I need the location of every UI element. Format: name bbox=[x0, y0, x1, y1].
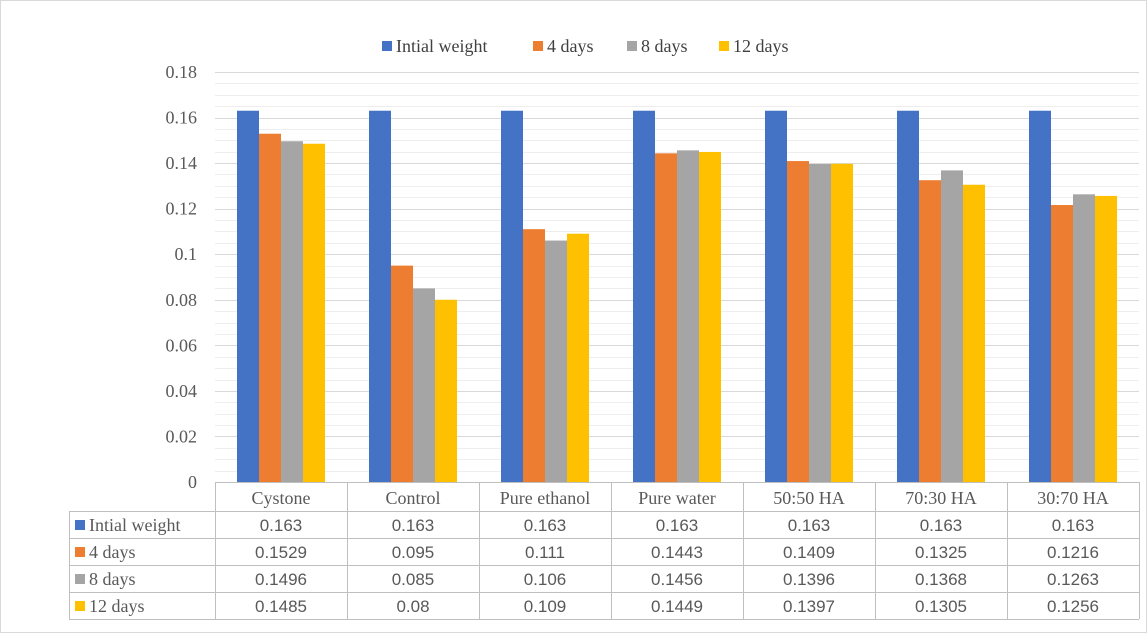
table-cell-value: 0.1485 bbox=[255, 597, 307, 616]
table-cell-value: 0.1409 bbox=[783, 543, 835, 562]
table-cell-value: 0.1216 bbox=[1047, 543, 1099, 562]
category-label: Cystone bbox=[251, 488, 310, 508]
bar-0-5 bbox=[897, 110, 919, 482]
table-row-label: 8 days bbox=[89, 569, 136, 589]
bar-1-3 bbox=[655, 153, 677, 483]
table-cell-value: 0.095 bbox=[392, 543, 435, 562]
table-cell-value: 0.1256 bbox=[1047, 597, 1099, 616]
table-cell-value: 0.163 bbox=[656, 516, 699, 535]
table-cell-value: 0.111 bbox=[525, 543, 565, 562]
table-swatch-0 bbox=[75, 520, 85, 530]
legend-swatch-3 bbox=[719, 41, 729, 51]
category-label: 70:30 HA bbox=[905, 488, 977, 508]
table-cell-value: 0.08 bbox=[396, 597, 429, 616]
legend-label-0: Intial weight bbox=[396, 36, 487, 56]
table-swatch-2 bbox=[75, 574, 85, 584]
table-cell-value: 0.1325 bbox=[915, 543, 967, 562]
bar-3-6 bbox=[1095, 195, 1117, 482]
table-row-label: Intial weight bbox=[89, 515, 180, 535]
bar-1-1 bbox=[391, 265, 413, 482]
table-cell-value: 0.1456 bbox=[651, 570, 703, 589]
category-label: Pure water bbox=[638, 488, 715, 508]
table-cell-value: 0.1529 bbox=[255, 543, 307, 562]
table-cell-value: 0.1397 bbox=[783, 597, 835, 616]
y-tick-label: 0.06 bbox=[166, 335, 198, 355]
table-cell-value: 0.1496 bbox=[255, 570, 307, 589]
legend-label-1: 4 days bbox=[547, 36, 594, 56]
y-tick-label: 0 bbox=[188, 472, 197, 492]
bar-2-2 bbox=[545, 240, 567, 482]
bar-2-0 bbox=[281, 141, 303, 482]
table-cell-value: 0.1396 bbox=[783, 570, 835, 589]
bar-2-1 bbox=[413, 288, 435, 482]
table-cell-value: 0.163 bbox=[788, 516, 831, 535]
legend-swatch-1 bbox=[533, 41, 543, 51]
table-cell-value: 0.085 bbox=[392, 570, 435, 589]
category-label: Pure ethanol bbox=[500, 488, 590, 508]
table-row-label: 4 days bbox=[89, 542, 136, 562]
y-axis: 0 0.02 0.04 0.06 0.08 0.1 0.12 0.14 0.16 0.18 bbox=[166, 62, 198, 492]
y-tick-label: 0.14 bbox=[166, 153, 198, 173]
y-tick-label: 0.16 bbox=[166, 108, 198, 128]
table-cell-value: 0.1305 bbox=[915, 597, 967, 616]
bar-1-5 bbox=[919, 180, 941, 482]
bar-3-1 bbox=[435, 299, 457, 482]
bar-0-3 bbox=[633, 110, 655, 482]
legend: Intial weight 4 days 8 days 12 days bbox=[382, 36, 789, 56]
bar-1-0 bbox=[259, 133, 281, 482]
table-cell-value: 0.1263 bbox=[1047, 570, 1099, 589]
bar-1-6 bbox=[1051, 205, 1073, 482]
bar-0-6 bbox=[1029, 110, 1051, 482]
bar-0-2 bbox=[501, 110, 523, 482]
table-swatch-1 bbox=[75, 547, 85, 557]
legend-swatch-0 bbox=[382, 41, 392, 51]
bar-0-0 bbox=[237, 110, 259, 482]
table-cell-value: 0.109 bbox=[524, 597, 567, 616]
bars bbox=[237, 110, 1117, 483]
table-cell-value: 0.1443 bbox=[651, 543, 703, 562]
legend-label-2: 8 days bbox=[641, 36, 688, 56]
table-cell-value: 0.163 bbox=[392, 516, 435, 535]
y-tick-label: 0.04 bbox=[166, 381, 198, 401]
table-cell-value: 0.163 bbox=[920, 516, 963, 535]
y-tick-label: 0.18 bbox=[166, 62, 198, 82]
bar-1-2 bbox=[523, 229, 545, 482]
legend-label-3: 12 days bbox=[733, 36, 789, 56]
bar-3-5 bbox=[963, 184, 985, 482]
bar-2-6 bbox=[1073, 194, 1095, 483]
bar-3-0 bbox=[303, 143, 325, 482]
table-row-label: 12 days bbox=[89, 596, 145, 616]
bar-3-2 bbox=[567, 233, 589, 482]
table-cell-value: 0.163 bbox=[1052, 516, 1095, 535]
table-swatch-3 bbox=[75, 601, 85, 611]
y-tick-label: 0.08 bbox=[166, 290, 198, 310]
table-cell-value: 0.106 bbox=[524, 570, 567, 589]
y-tick-label: 0.1 bbox=[175, 244, 198, 264]
bar-0-1 bbox=[369, 110, 391, 482]
bar-1-4 bbox=[787, 161, 809, 483]
y-tick-label: 0.12 bbox=[166, 199, 198, 219]
bar-0-4 bbox=[765, 110, 787, 482]
bar-3-4 bbox=[831, 163, 853, 483]
y-tick-label: 0.02 bbox=[166, 426, 198, 446]
table-cell-value: 0.1449 bbox=[651, 597, 703, 616]
table-cell-value: 0.1368 bbox=[915, 570, 967, 589]
table-cell-value: 0.163 bbox=[260, 516, 303, 535]
bar-2-5 bbox=[941, 170, 963, 482]
data-table: Cystone Control Pure ethanol Pure water 50:5… bbox=[69, 482, 1140, 620]
bar-3-3 bbox=[699, 151, 721, 482]
bar-2-4 bbox=[809, 164, 831, 482]
legend-swatch-2 bbox=[627, 41, 637, 51]
bar-2-3 bbox=[677, 150, 699, 482]
category-label: 50:50 HA bbox=[773, 488, 845, 508]
table-cell-value: 0.163 bbox=[524, 516, 567, 535]
category-label: Control bbox=[385, 488, 440, 508]
category-label: 30:70 HA bbox=[1037, 488, 1109, 508]
